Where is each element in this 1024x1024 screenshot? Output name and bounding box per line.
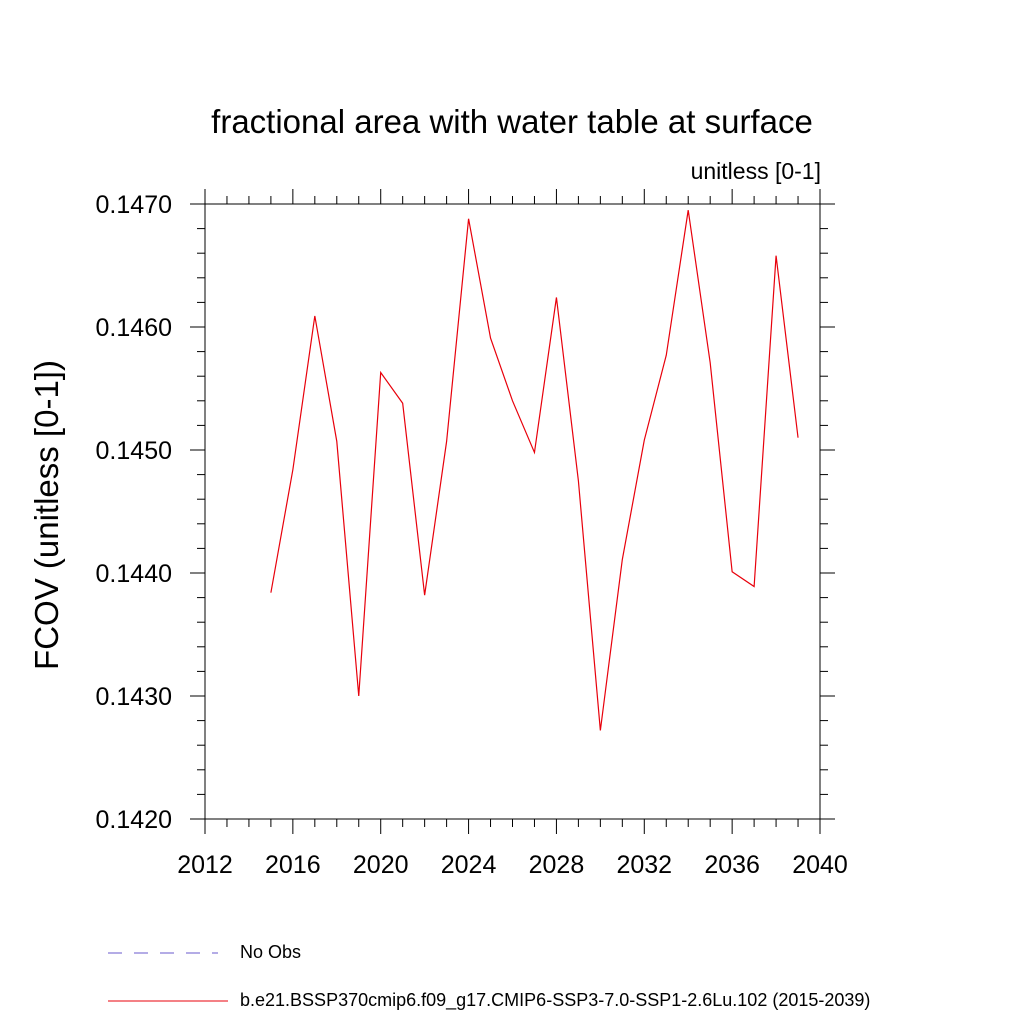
- axes: 2012 2016 2020 2024 2028 2032 2036 2040 0.1420 0.…: [28, 189, 848, 879]
- units-label: unitless [0-1]: [690, 158, 821, 184]
- x-tick-label: 2040: [792, 851, 848, 879]
- x-tick-label: 2012: [177, 851, 233, 879]
- y-axis-label: FCOV (unitless [0-1]): [28, 360, 65, 670]
- y-tick-label: 0.1430: [96, 683, 172, 711]
- legend-label-series: b.e21.BSSP370cmip6.f09_g17.CMIP6-SSP3-7.…: [240, 990, 871, 1010]
- x-tick-label: 2016: [265, 851, 321, 879]
- x-tick-label: 2028: [529, 851, 585, 879]
- y-tick-label: 0.1460: [96, 314, 172, 342]
- y-tick-label: 0.1450: [96, 437, 172, 465]
- y-tick-label: 0.1440: [96, 560, 172, 588]
- chart-title: fractional area with water table at surf…: [211, 103, 813, 140]
- x-tick-label: 2032: [616, 851, 672, 879]
- y-tick-label: 0.1470: [96, 191, 172, 219]
- x-tick-label: 2036: [704, 851, 760, 879]
- x-tick-label: 2020: [353, 851, 409, 879]
- y-tick-label: 0.1420: [96, 806, 172, 834]
- legend-label-no-obs: No Obs: [240, 942, 302, 962]
- legend: [108, 952, 228, 1002]
- x-tick-label: 2024: [441, 851, 497, 879]
- series-layer: [270, 210, 799, 731]
- series-line-0: [270, 210, 799, 731]
- plot-frame: [204, 203, 821, 820]
